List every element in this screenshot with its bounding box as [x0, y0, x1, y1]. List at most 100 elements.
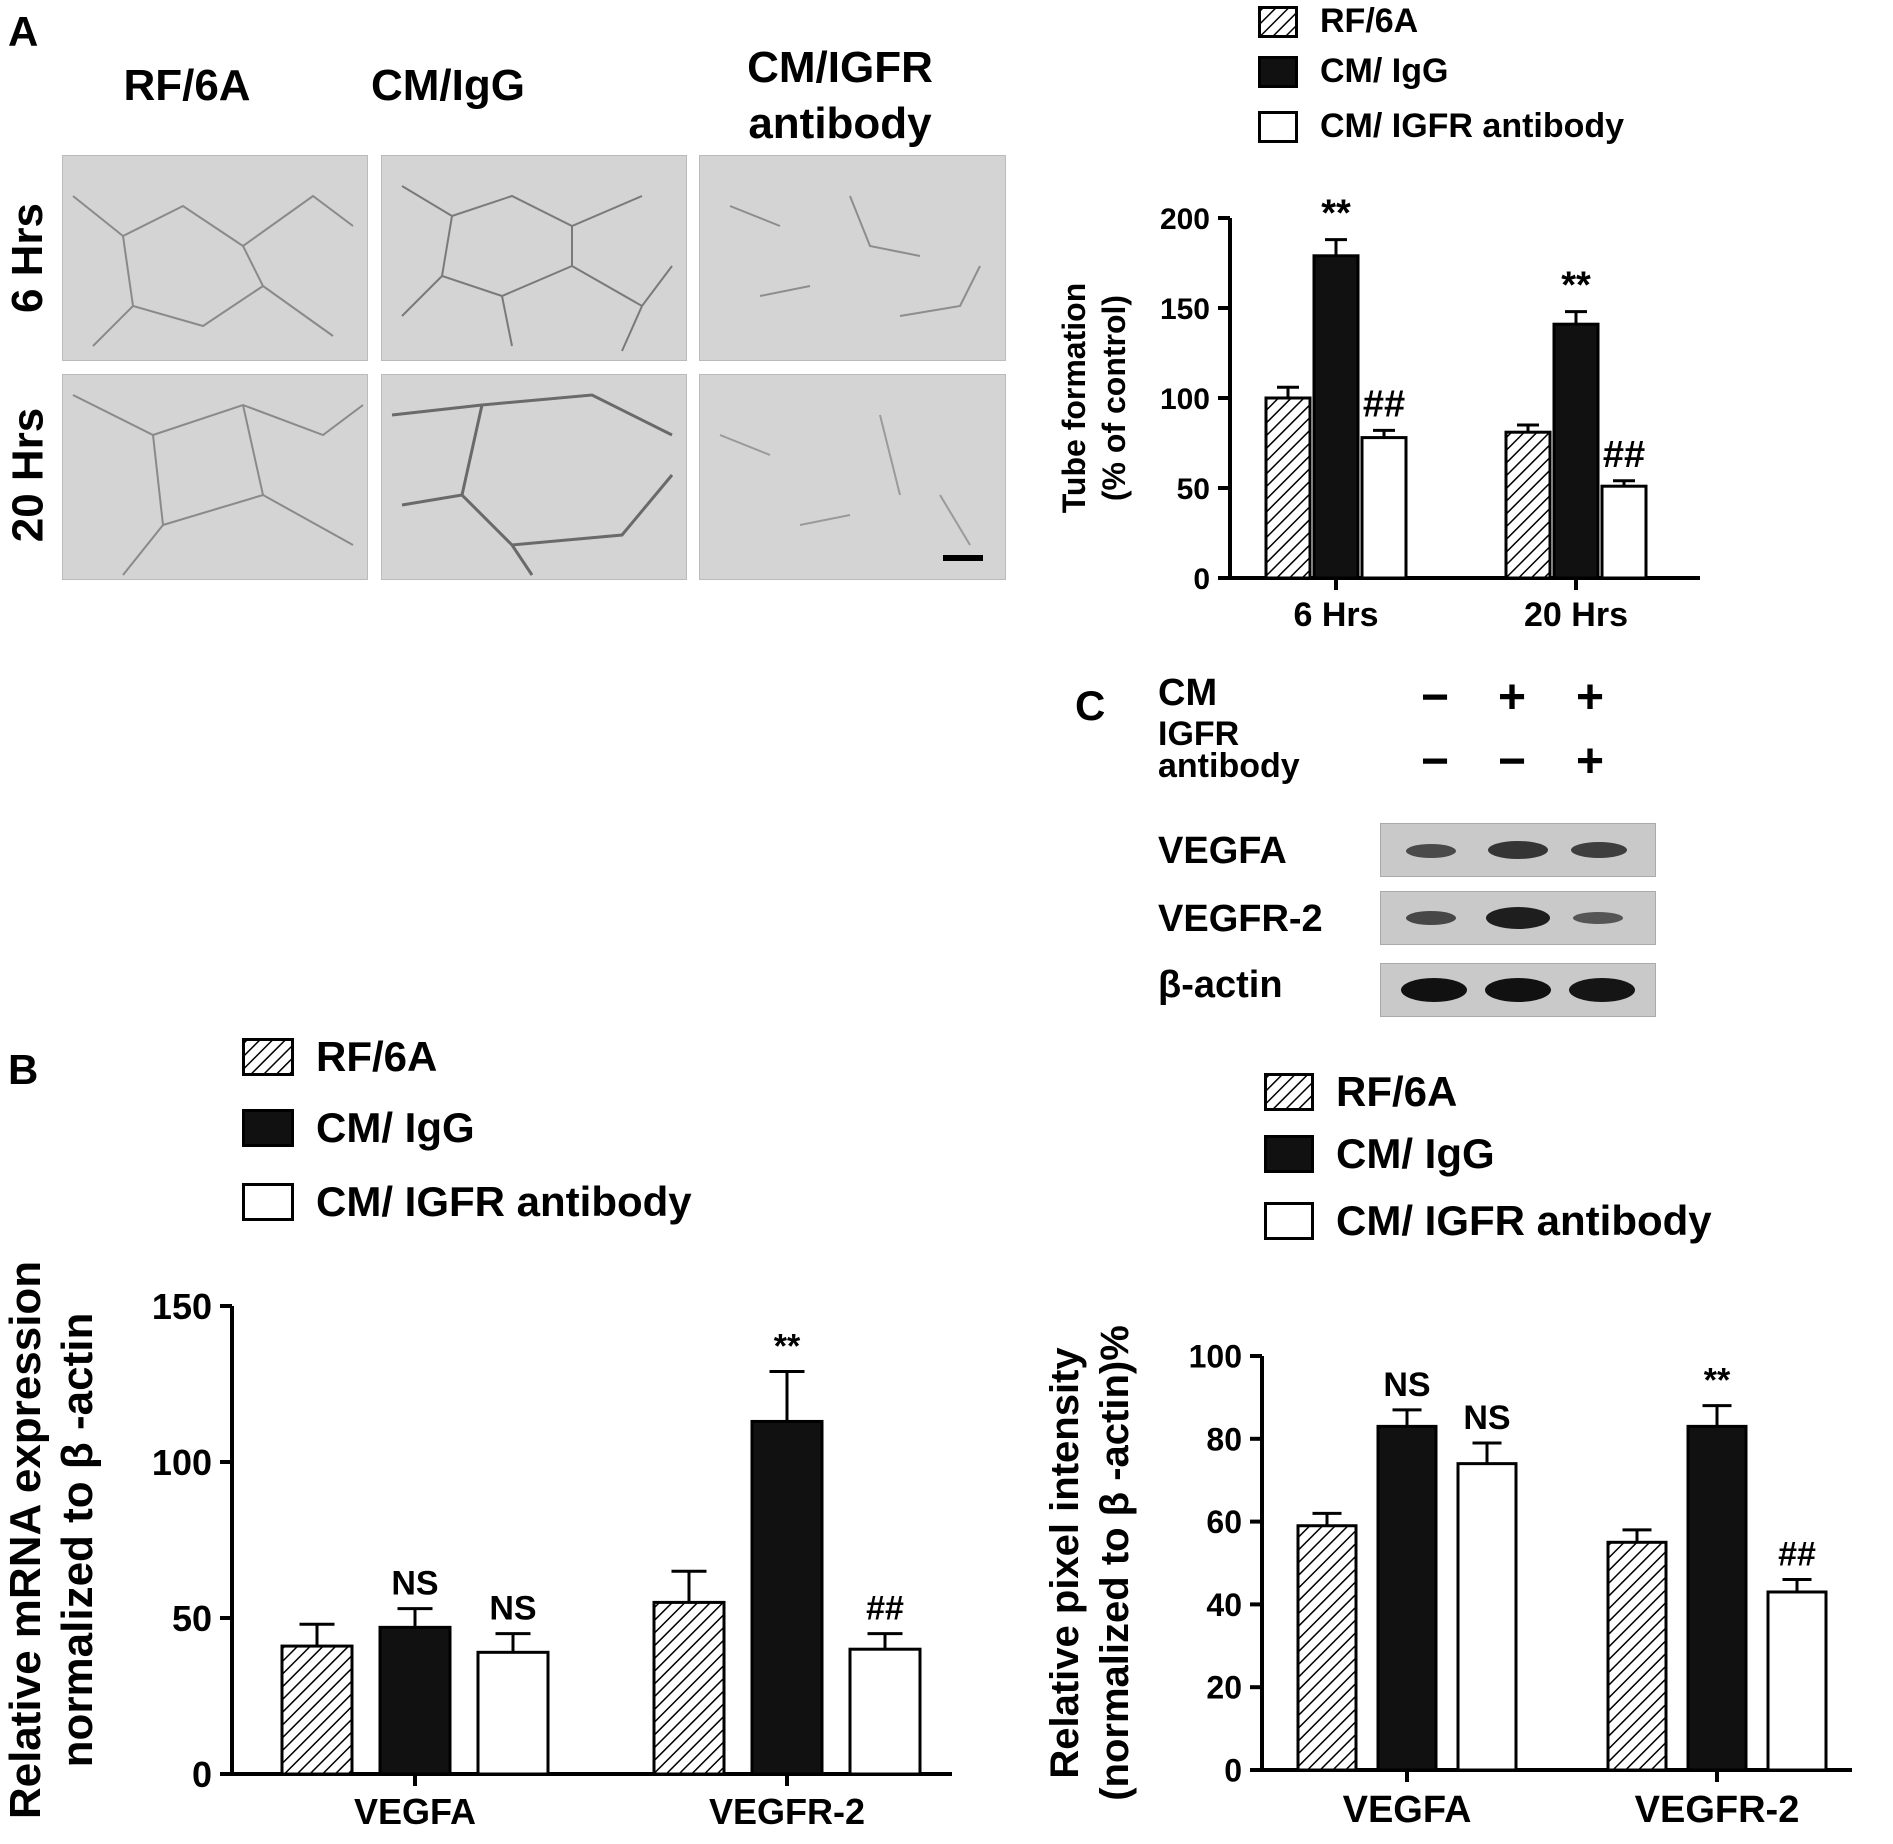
blot-vegfa [1380, 823, 1656, 877]
y-tick-label: 20 [1206, 1670, 1242, 1706]
x-category-label: VEGFA [1343, 1789, 1472, 1831]
legend-a-cmigg-swatch [1258, 55, 1298, 88]
bar [1606, 1540, 1668, 1772]
significance-label: ** [1704, 1362, 1731, 1400]
mrna-expression-chart: 0 50 100 150 VEGFA NS NS VEGFR-2 ** ## Relative mR… [1, 1261, 952, 1832]
legend-c-cmigfr: CM/ IGFR antibody [1264, 1197, 1712, 1245]
legend-c-cmigg-swatch [1264, 1135, 1314, 1173]
significance-label: ## [866, 1590, 904, 1628]
row-header-20hrs: 20 Hrs [3, 407, 53, 542]
micrograph-rf6a-20hrs [62, 374, 368, 580]
significance-label: ** [1321, 193, 1351, 235]
x-category-label: 6 Hrs [1293, 596, 1378, 634]
x-category-label: VEGFR-2 [709, 1791, 865, 1832]
significance-label: NS [391, 1565, 438, 1603]
significance-label: NS [1463, 1399, 1510, 1437]
igfr-sign-lane-1: − [1420, 735, 1450, 788]
significance-label: ## [1363, 383, 1405, 425]
band-actin-lane-1 [1401, 978, 1467, 1002]
igfr-sign-lane-3: + [1575, 735, 1605, 788]
y-tick-label: 100 [152, 1442, 212, 1483]
legend-b-rf6a: RF/6A [242, 1033, 437, 1081]
significance-label: ## [1603, 434, 1645, 476]
bar [476, 1650, 550, 1776]
legend-a-cmigfr: CM/ IGFR antibody [1258, 107, 1624, 146]
bar [1504, 430, 1552, 580]
bar [1296, 1524, 1358, 1772]
bar [1766, 1590, 1828, 1772]
y-tick-label: 50 [1177, 473, 1210, 506]
panel-b-letter: B [8, 1046, 39, 1093]
band-vegfr2-lane-1 [1406, 911, 1456, 925]
row-header-6hrs: 6 Hrs [3, 202, 53, 313]
band-actin-lane-3 [1569, 978, 1635, 1002]
y-tick-label: 60 [1206, 1504, 1242, 1540]
bar [1686, 1424, 1748, 1772]
cm-sign-lane-3: + [1575, 671, 1605, 724]
x-category-label: VEGFA [354, 1791, 476, 1832]
bar [1376, 1424, 1438, 1772]
y-tick-label: 150 [152, 1286, 212, 1327]
y-tick-label: 0 [192, 1754, 212, 1795]
micrograph-cmigg-6hrs [381, 155, 687, 361]
legend-c-cmigfr-swatch [1264, 1202, 1314, 1240]
y-axis-label-line-2: (% of control) [1096, 295, 1132, 501]
bar [652, 1600, 726, 1776]
bar [1264, 396, 1312, 580]
y-tick-label: 100 [1160, 383, 1210, 416]
micrograph-rf6a-6hrs [62, 155, 368, 361]
x-category-label: 20 Hrs [1524, 596, 1628, 634]
cm-sign-lane-2: + [1497, 671, 1527, 724]
legend-b-cmigfr: CM/ IGFR antibody [242, 1178, 692, 1226]
panel-c-letter: C [1075, 682, 1106, 729]
y-tick-label: 100 [1189, 1339, 1242, 1375]
row-label-cm: CM [1158, 672, 1218, 714]
bar [280, 1644, 354, 1776]
significance-label: ** [1561, 265, 1591, 307]
band-vegfa-lane-2 [1488, 841, 1548, 859]
bar [750, 1419, 824, 1776]
cm-sign-lane-1: − [1420, 671, 1450, 724]
bar [848, 1647, 922, 1776]
blot-label-vegfr2: VEGFR-2 [1158, 898, 1323, 940]
y-tick-label: 0 [1224, 1753, 1242, 1789]
y-tick-label: 40 [1206, 1587, 1242, 1623]
y-tick-label: 80 [1206, 1421, 1242, 1457]
significance-label: ## [1778, 1536, 1816, 1574]
y-tick-label: 200 [1160, 203, 1210, 236]
blot-vegfr2 [1380, 891, 1656, 945]
y-axis-label-line-1: Relative mRNA expression [1, 1261, 50, 1819]
band-vegfr2-lane-3 [1573, 912, 1623, 924]
legend-a-rf6a: RF/6A [1258, 2, 1418, 41]
y-axis-label-line-2: normalized to β -actin [53, 1313, 102, 1768]
column-header-rf6a: RF/6A [123, 61, 251, 110]
bar [1552, 322, 1600, 580]
pixel-intensity-chart: 0 20 40 60 80 100 VEGFA NS NS VEGFR-2 ** ## Relative… [1043, 1325, 1852, 1831]
legend-b-rf6a-swatch [242, 1038, 294, 1076]
column-header-cm-igfr: CM/IGFR antibody [747, 43, 933, 148]
legend-c-rf6a: RF/6A [1264, 1068, 1457, 1116]
row-header-20hrs-wrap: 20 Hrs [0, 372, 56, 577]
scale-bar [943, 555, 983, 561]
tube-formation-chart: 0 50 100 150 200 6 Hrs ** ## 20 Hrs ** ## Tube form… [1056, 193, 1700, 634]
legend-b-cmigg: CM/ IgG [242, 1104, 475, 1152]
bar [1600, 484, 1648, 580]
legend-a-cmigfr-swatch [1258, 110, 1298, 143]
legend-c-cmigg: CM/ IgG [1264, 1130, 1495, 1178]
legend-a-cmigg: CM/ IgG [1258, 52, 1448, 91]
micrograph-cmigfr-20hrs [699, 374, 1006, 580]
band-vegfa-lane-3 [1571, 842, 1627, 858]
significance-label: NS [489, 1590, 536, 1628]
legend-b-cmigfr-swatch [242, 1183, 294, 1221]
band-vegfr2-lane-2 [1486, 907, 1550, 929]
y-axis-label-line-1: Relative pixel intensity [1043, 1347, 1087, 1779]
band-actin-lane-2 [1485, 978, 1551, 1002]
bar [378, 1625, 452, 1776]
micrograph-cmigg-20hrs [381, 374, 687, 580]
micrograph-cmigfr-6hrs [699, 155, 1006, 361]
bar [1456, 1462, 1518, 1772]
row-header-6hrs-wrap: 6 Hrs [0, 155, 56, 360]
panel-a-letter: A [8, 8, 39, 55]
significance-label: ** [774, 1328, 801, 1366]
blot-label-vegfa: VEGFA [1158, 830, 1287, 872]
